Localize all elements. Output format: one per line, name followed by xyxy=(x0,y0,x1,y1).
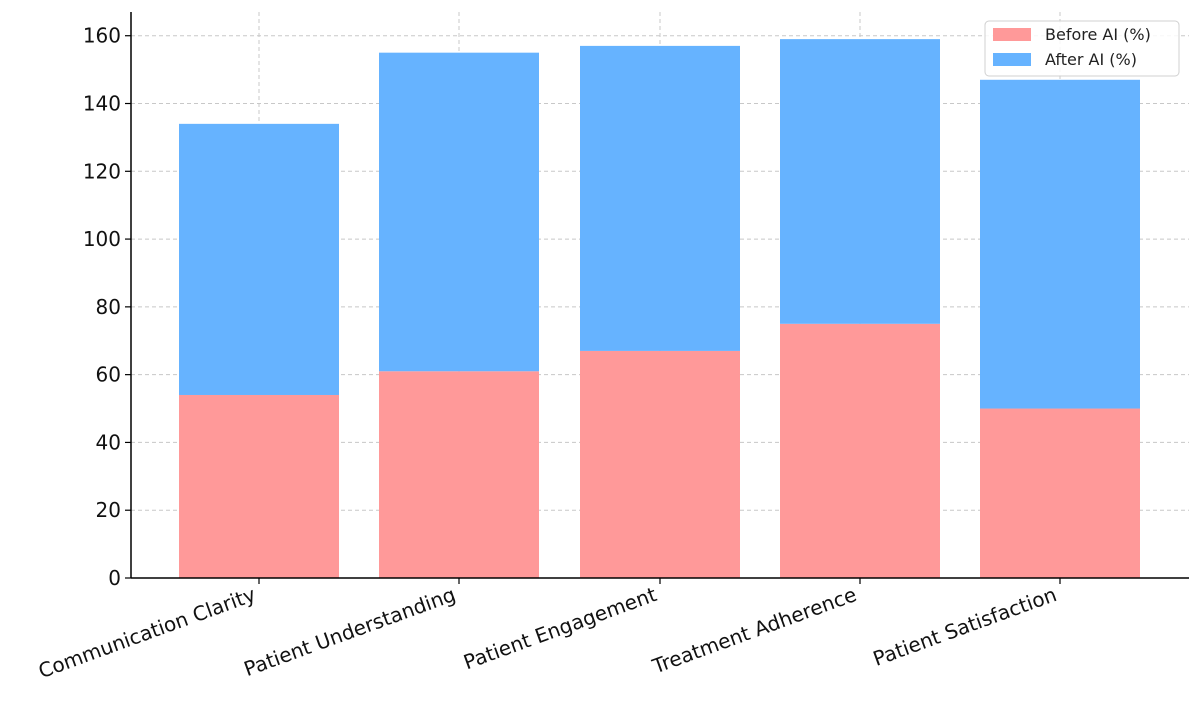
legend-swatch xyxy=(993,53,1031,66)
bar-after-ai xyxy=(980,79,1140,409)
y-tick-label: 60 xyxy=(96,363,121,387)
y-tick-label: 140 xyxy=(83,92,121,116)
legend-box xyxy=(984,20,1180,77)
x-tick-label: Patient Engagement xyxy=(460,582,660,674)
bar-after-ai xyxy=(379,52,539,372)
y-tick-label: 40 xyxy=(96,430,121,454)
x-tick-label: Patient Satisfaction xyxy=(870,582,1060,671)
bar-series xyxy=(179,39,1140,578)
legend-label: After AI (%) xyxy=(1045,50,1137,69)
legend-label: Before AI (%) xyxy=(1045,25,1151,44)
x-tick-label: Patient Understanding xyxy=(241,582,459,681)
legend-swatch xyxy=(993,28,1031,41)
legend: Before AI (%) After AI (%) xyxy=(984,20,1180,77)
y-tick-label: 100 xyxy=(83,227,121,251)
x-tick-label: Treatment Adherence xyxy=(648,582,859,678)
bar-before-ai xyxy=(580,350,740,578)
bar-after-ai xyxy=(780,39,940,324)
bar-before-ai xyxy=(379,371,539,578)
bar-after-ai xyxy=(179,123,339,395)
bar-before-ai xyxy=(179,394,339,578)
axes xyxy=(125,12,1189,584)
y-tick-label: 120 xyxy=(83,159,121,183)
y-tick-label: 80 xyxy=(96,295,121,319)
bar-after-ai xyxy=(580,45,740,351)
y-tick-label: 160 xyxy=(83,24,121,48)
x-tick-label: Communication Clarity xyxy=(35,582,259,683)
bar-before-ai xyxy=(980,408,1140,578)
y-tick-label: 0 xyxy=(108,566,121,590)
bar-before-ai xyxy=(780,323,940,578)
y-tick-label: 20 xyxy=(96,498,121,522)
